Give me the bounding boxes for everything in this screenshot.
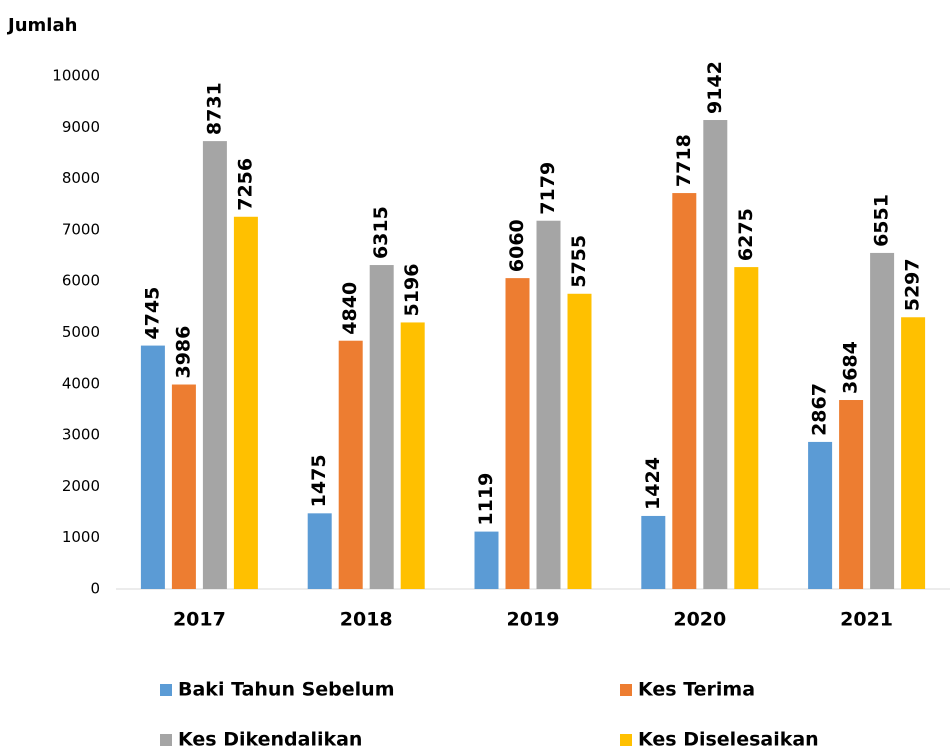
value-label: 1119 (475, 473, 497, 526)
y-tick-label: 4000 (62, 374, 100, 392)
bar (901, 317, 926, 589)
bar (307, 513, 332, 589)
value-label: 7256 (234, 158, 256, 211)
y-tick-label: 6000 (62, 272, 100, 290)
bar (808, 441, 833, 589)
legend-swatch (160, 684, 172, 696)
value-label: 8731 (203, 82, 225, 135)
legend-swatch (620, 734, 632, 746)
x-tick-label: 2017 (173, 609, 226, 631)
value-label: 5196 (401, 264, 423, 317)
value-label: 4745 (141, 287, 163, 340)
bar (474, 531, 499, 589)
bar (400, 322, 425, 589)
x-tick-label: 2020 (673, 609, 726, 631)
y-tick-label: 8000 (62, 169, 100, 187)
value-label: 2867 (809, 383, 831, 436)
bar (870, 252, 895, 589)
x-tick-label: 2019 (507, 609, 560, 631)
bar (567, 293, 592, 589)
bar (703, 120, 728, 589)
bar (202, 141, 227, 589)
value-label: 7718 (673, 134, 695, 187)
y-tick-label: 3000 (62, 426, 100, 444)
bar (505, 278, 530, 589)
legend-label: Baki Tahun Sebelum (178, 679, 395, 701)
y-tick-label: 10000 (52, 67, 100, 85)
bar (233, 216, 258, 589)
legend-label: Kes Diselesaikan (638, 729, 819, 751)
y-tick-label: 9000 (62, 118, 100, 136)
bar (369, 265, 394, 589)
value-label: 6275 (735, 208, 757, 261)
legend-swatch (620, 684, 632, 696)
legend-swatch (160, 734, 172, 746)
legend-label: Kes Dikendalikan (178, 729, 362, 751)
y-tick-label: 2000 (62, 477, 100, 495)
bar (140, 345, 165, 589)
value-label: 7179 (537, 162, 559, 215)
x-tick-label: 2018 (340, 609, 393, 631)
value-label: 1475 (308, 454, 330, 507)
bar (536, 220, 561, 590)
bar (641, 515, 666, 589)
value-label: 5297 (902, 258, 924, 311)
y-tick-label: 0 (90, 580, 100, 598)
value-label: 6315 (370, 206, 392, 259)
legend-label: Kes Terima (638, 679, 755, 701)
value-label: 1424 (642, 457, 664, 510)
x-tick-label: 2021 (840, 609, 893, 631)
bar (171, 384, 196, 589)
y-tick-label: 7000 (62, 220, 100, 238)
value-label: 3684 (840, 341, 862, 394)
value-label: 5755 (568, 235, 590, 288)
value-label: 4840 (339, 282, 361, 335)
axis-title: Jumlah (6, 15, 77, 36)
value-label: 9142 (704, 61, 726, 114)
value-label: 6060 (506, 219, 528, 272)
value-label: 6551 (871, 194, 893, 247)
y-tick-label: 1000 (62, 528, 100, 546)
bar (338, 340, 363, 589)
value-label: 3986 (172, 326, 194, 379)
bar (734, 267, 759, 589)
bar (839, 400, 864, 589)
bar (672, 193, 697, 590)
y-tick-label: 5000 (62, 323, 100, 341)
